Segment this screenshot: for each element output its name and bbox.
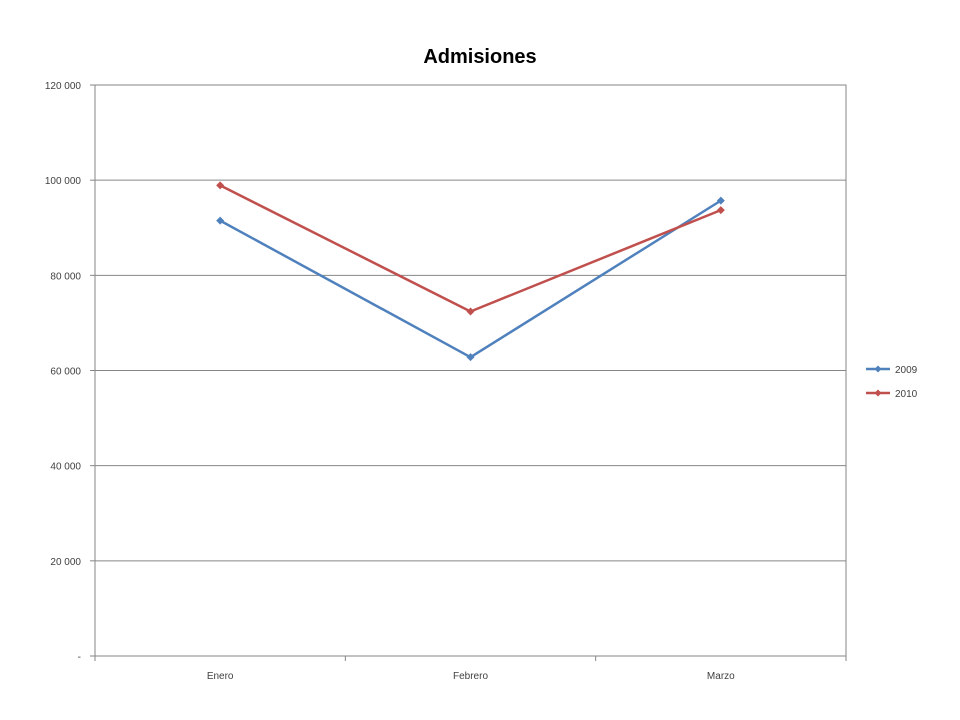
legend-label: 2010 (895, 389, 918, 400)
y-tick-label: 120 000 (45, 81, 82, 92)
data-point (216, 216, 225, 225)
y-axis-ticks: - 20 000 40 000 60 000 80 000 100 000 120 000 (45, 81, 95, 663)
y-tick-label: 20 000 (50, 557, 81, 568)
legend-label: 2009 (895, 365, 918, 376)
x-tick-label: Marzo (707, 671, 735, 682)
y-tick-label: 80 000 (50, 271, 81, 282)
series-2010 (216, 181, 725, 316)
legend-entry: 2010 (866, 389, 918, 400)
y-tick-label: 40 000 (50, 462, 81, 473)
data-point (716, 196, 725, 205)
x-tick-label: Febrero (453, 671, 488, 682)
chart-title: Admisiones (423, 46, 536, 68)
x-tick-label: Enero (207, 671, 234, 682)
data-point (216, 181, 225, 190)
gridlines (95, 179, 846, 562)
data-point (466, 307, 475, 316)
y-tick-label: 60 000 (50, 367, 81, 378)
legend-marker (874, 365, 882, 373)
x-axis-ticks: Enero Febrero Marzo (94, 656, 847, 682)
y-tick-label: - (78, 652, 81, 663)
data-point (716, 206, 725, 215)
legend-marker (874, 389, 882, 397)
legend: 2009 2010 (866, 365, 918, 400)
y-tick-label: 100 000 (45, 176, 82, 187)
data-point (466, 353, 475, 362)
legend-entry: 2009 (866, 365, 918, 376)
series-2009 (216, 196, 725, 362)
series-group (216, 181, 725, 362)
